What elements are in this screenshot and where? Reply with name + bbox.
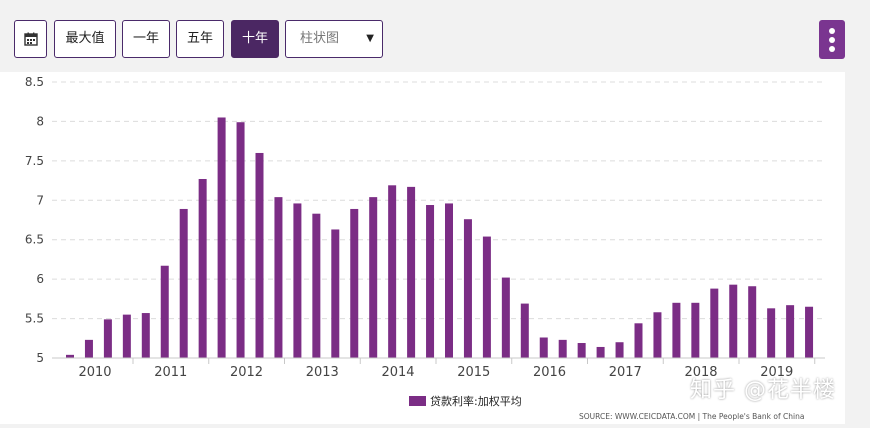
y-tick-label: 8.5 bbox=[25, 75, 44, 89]
y-axis: 5 5.5 6 6.5 7 7.5 8 8.5 bbox=[25, 75, 44, 365]
y-tick-label: 7 bbox=[36, 193, 44, 207]
y-tick-label: 5 bbox=[36, 351, 44, 365]
more-menu-button[interactable] bbox=[819, 20, 845, 59]
bar bbox=[463, 219, 472, 358]
bar bbox=[350, 208, 359, 358]
chart-panel: 5 5.5 6 6.5 7 7.5 8 8.5 2010 2011 2012 2013 2014 201… bbox=[0, 72, 870, 424]
x-tick-label: 2014 bbox=[381, 365, 414, 380]
bar bbox=[369, 197, 378, 358]
bar-chart: 55.566.577.588.5 2010 2011 2012 2013 2014 201… bbox=[0, 72, 845, 424]
bar bbox=[482, 236, 491, 358]
bar bbox=[198, 178, 207, 358]
y-tick-label: 8 bbox=[36, 114, 44, 128]
bar bbox=[710, 288, 719, 358]
bar bbox=[331, 229, 340, 358]
bar bbox=[672, 302, 681, 358]
legend[interactable]: 贷款利率:加权平均 bbox=[409, 394, 522, 408]
x-tick-label: 2016 bbox=[533, 365, 566, 380]
x-tick-label: 2010 bbox=[78, 365, 111, 380]
bar bbox=[786, 305, 795, 358]
source-text: SOURCE: WWW.CEICDATA.COM | The People's … bbox=[579, 412, 804, 421]
bar bbox=[520, 303, 529, 358]
bar bbox=[558, 339, 567, 358]
bar bbox=[217, 117, 226, 358]
bar bbox=[141, 313, 150, 358]
x-tick-label: 2018 bbox=[684, 365, 717, 380]
chart-type-select[interactable]: 柱状图 ▼ bbox=[285, 20, 383, 58]
bar bbox=[255, 152, 264, 358]
y-tick-label: 6 bbox=[36, 272, 44, 286]
bar bbox=[767, 308, 776, 358]
y-tick-label: 6.5 bbox=[25, 233, 44, 247]
bar bbox=[66, 354, 74, 358]
legend-swatch bbox=[409, 396, 426, 406]
bar bbox=[596, 346, 605, 358]
bar bbox=[426, 205, 435, 358]
bar bbox=[103, 319, 112, 358]
bar bbox=[236, 122, 245, 358]
range-5y-button[interactable]: 五年 bbox=[176, 20, 224, 58]
bar bbox=[577, 343, 586, 358]
bar bbox=[122, 314, 131, 358]
watermark: 知乎 @花半楼 bbox=[690, 378, 836, 403]
legend-label: 贷款利率:加权平均 bbox=[430, 394, 522, 408]
calendar-button[interactable] bbox=[14, 20, 47, 58]
bar bbox=[388, 185, 397, 358]
bar bbox=[615, 342, 624, 358]
y-tick-label: 5.5 bbox=[25, 312, 44, 326]
x-tick-label: 2015 bbox=[457, 365, 490, 380]
bar bbox=[729, 284, 738, 358]
caret-down-icon: ▼ bbox=[366, 33, 374, 44]
range-max-button[interactable]: 最大值 bbox=[54, 20, 116, 58]
bar bbox=[691, 302, 700, 358]
bar bbox=[312, 213, 321, 358]
calendar-icon bbox=[23, 32, 38, 46]
range-10y-button[interactable]: 十年 bbox=[231, 20, 279, 58]
bar bbox=[501, 277, 510, 358]
x-tick-label: 2017 bbox=[609, 365, 642, 380]
x-tick-label: 2011 bbox=[154, 365, 187, 380]
bar bbox=[653, 312, 662, 358]
bar bbox=[539, 337, 548, 358]
bar bbox=[84, 339, 93, 358]
bar bbox=[445, 203, 453, 358]
bar bbox=[274, 197, 283, 358]
bar bbox=[160, 265, 169, 358]
bar bbox=[179, 208, 188, 358]
bars bbox=[66, 117, 814, 358]
bar bbox=[805, 306, 814, 358]
x-tick-label: 2013 bbox=[306, 365, 339, 380]
y-tick-label: 7.5 bbox=[25, 154, 44, 168]
chart-type-value: 柱状图 bbox=[300, 31, 340, 46]
bar bbox=[748, 286, 757, 358]
chart-background bbox=[0, 72, 845, 424]
bar bbox=[293, 203, 302, 358]
x-tick-label: 2012 bbox=[230, 365, 263, 380]
x-axis: 2010 2011 2012 2013 2014 2015 2016 2017 2018 2019 bbox=[78, 358, 816, 380]
x-tick-label: 2019 bbox=[760, 365, 793, 380]
range-1y-button[interactable]: 一年 bbox=[122, 20, 170, 58]
bar bbox=[634, 323, 643, 358]
bar bbox=[407, 186, 416, 358]
toolbar: 最大值 一年 五年 十年 柱状图 ▼ bbox=[0, 0, 870, 70]
